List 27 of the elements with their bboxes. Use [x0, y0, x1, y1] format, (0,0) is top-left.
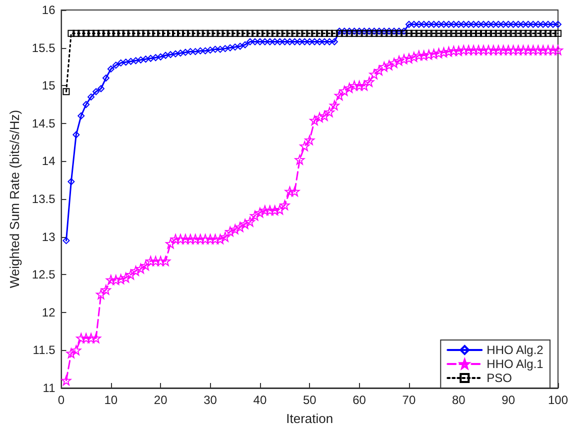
y-tick-label: 11 — [42, 381, 56, 395]
x-tick-label: 50 — [302, 393, 317, 407]
x-tick-label: 10 — [104, 393, 118, 407]
y-tick-label: 14 — [42, 154, 56, 168]
y-tick-label: 15 — [42, 78, 56, 93]
x-tick-label: 90 — [502, 393, 516, 407]
y-tick-label: 16 — [42, 3, 56, 17]
x-tick-label: 20 — [154, 393, 168, 407]
x-tick-label: 80 — [452, 393, 466, 407]
y-tick-label: 12 — [42, 305, 56, 320]
x-tick-label: 70 — [402, 393, 416, 407]
x-tick-label: 0 — [58, 393, 65, 407]
x-tick-label: 60 — [352, 393, 366, 407]
legend-label: PSO — [486, 371, 512, 385]
x-axis-title: Iteration — [286, 411, 334, 426]
y-tick-label: 13.5 — [32, 192, 56, 206]
y-tick-label: 11.5 — [32, 343, 56, 358]
x-tick-label: 100 — [548, 393, 568, 407]
x-tick-label: 30 — [204, 393, 218, 407]
legend-label: HHO Alg.1 — [486, 357, 544, 371]
y-axis-title: Weighted Sum Rate (bits/s/Hz) — [7, 110, 22, 288]
x-tick-label: 40 — [253, 393, 267, 407]
y-tick-label: 13 — [42, 230, 56, 244]
y-tick-label: 12.5 — [32, 268, 56, 282]
y-tick-label: 14.5 — [32, 116, 56, 130]
y-tick-label: 15.5 — [32, 40, 56, 55]
legend-label: HHO Alg.2 — [486, 343, 544, 357]
